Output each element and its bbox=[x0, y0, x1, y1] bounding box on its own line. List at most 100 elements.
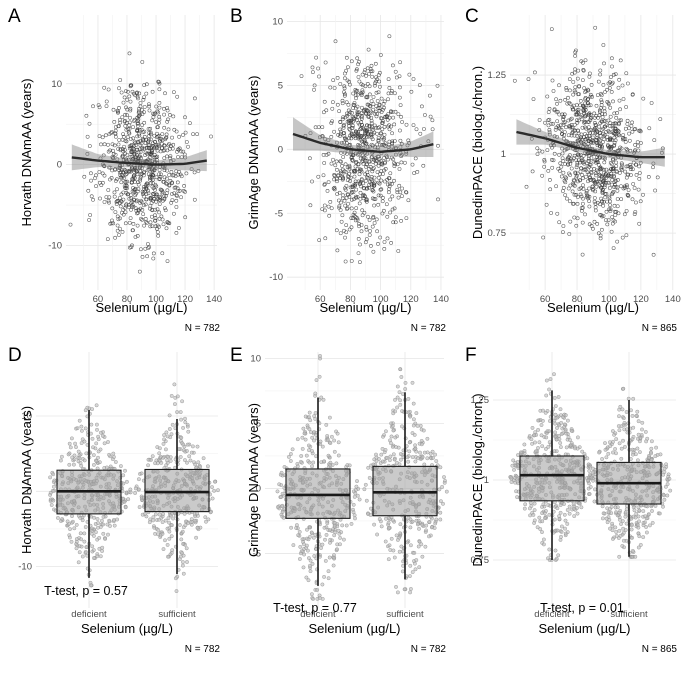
scatter-point bbox=[339, 170, 343, 175]
scatter-point bbox=[165, 119, 170, 124]
scatter-point bbox=[323, 137, 327, 141]
scatter-point bbox=[310, 179, 314, 184]
scatter-point bbox=[128, 155, 133, 159]
swarm-point bbox=[68, 527, 72, 531]
scatter-point bbox=[144, 91, 149, 96]
scatter-point bbox=[112, 120, 117, 124]
scatter-point bbox=[621, 137, 625, 142]
swarm-point bbox=[618, 404, 623, 409]
swarm-point bbox=[299, 454, 304, 458]
scatter-point bbox=[605, 87, 609, 92]
swarm-point bbox=[92, 556, 96, 560]
scatter-point bbox=[374, 104, 379, 109]
scatter-point bbox=[166, 127, 171, 132]
scatter-point bbox=[362, 108, 367, 112]
scatter-point bbox=[137, 154, 141, 159]
scatter-point bbox=[603, 195, 607, 200]
scatter-point bbox=[104, 104, 109, 108]
swarm-point bbox=[379, 452, 384, 457]
swarm-point bbox=[204, 519, 208, 524]
scatter-point bbox=[359, 177, 364, 181]
scatter-point bbox=[136, 180, 140, 185]
scatter-point bbox=[390, 194, 395, 199]
scatter-point bbox=[547, 128, 552, 132]
scatter-point bbox=[139, 141, 144, 146]
swarm-point bbox=[411, 401, 416, 406]
swarm-point bbox=[169, 523, 174, 528]
scatter-point bbox=[436, 143, 440, 148]
scatter-point bbox=[316, 174, 321, 179]
swarm-point bbox=[577, 501, 581, 506]
scatter-point bbox=[641, 192, 645, 197]
swarm-point bbox=[140, 512, 145, 517]
scatter-point bbox=[380, 135, 385, 140]
swarm-point bbox=[390, 444, 395, 449]
swarm-point bbox=[327, 415, 332, 420]
scatter-point bbox=[106, 198, 111, 203]
scatter-point bbox=[322, 182, 327, 187]
swarm-point bbox=[167, 529, 172, 534]
swarm-point bbox=[51, 472, 55, 477]
swarm-point bbox=[554, 556, 559, 561]
swarm-point bbox=[568, 443, 573, 448]
swarm-point bbox=[92, 515, 96, 520]
swarm-point bbox=[638, 543, 643, 547]
scatter-point bbox=[120, 230, 125, 234]
scatter-point bbox=[581, 68, 586, 72]
scatter-point bbox=[121, 153, 125, 158]
scatter-point bbox=[349, 225, 354, 230]
scatter-point bbox=[369, 177, 374, 182]
scatter-point bbox=[338, 127, 343, 132]
scatter-point bbox=[346, 175, 351, 179]
scatter-point bbox=[144, 146, 149, 150]
scatter-point bbox=[124, 157, 128, 162]
scatter-point bbox=[571, 80, 576, 84]
scatter-point bbox=[524, 184, 529, 189]
swarm-point bbox=[540, 511, 544, 515]
swarm-point bbox=[51, 498, 56, 503]
scatter-point bbox=[130, 228, 135, 233]
scatter-point bbox=[149, 181, 153, 186]
scatter-point bbox=[557, 152, 561, 157]
scatter-point bbox=[526, 77, 531, 81]
swarm-point bbox=[440, 484, 444, 489]
scatter-point bbox=[102, 173, 107, 178]
scatter-point bbox=[134, 191, 138, 196]
scatter-point bbox=[580, 252, 585, 257]
swarm-point bbox=[183, 420, 188, 425]
t-test-annotation: T-test, p = 0.77 bbox=[273, 601, 357, 615]
scatter-point bbox=[595, 222, 600, 226]
scatter-point bbox=[152, 152, 157, 157]
scatter-point bbox=[107, 165, 111, 170]
scatter-point bbox=[383, 179, 387, 184]
scatter-point bbox=[132, 139, 137, 144]
swarm-point bbox=[160, 520, 165, 524]
scatter-point bbox=[407, 141, 411, 145]
swarm-point bbox=[146, 457, 151, 462]
scatter-point bbox=[154, 175, 159, 180]
scatter-point bbox=[562, 112, 567, 117]
scatter-point bbox=[128, 99, 133, 104]
scatter-point bbox=[624, 175, 629, 180]
scatter-point bbox=[343, 136, 347, 141]
swarm-point bbox=[398, 402, 403, 407]
scatter-point bbox=[373, 61, 378, 66]
scatter-point bbox=[151, 251, 156, 256]
swarm-point bbox=[629, 527, 634, 532]
scatter-point bbox=[338, 208, 343, 212]
scatter-point bbox=[322, 161, 327, 165]
scatter-point bbox=[364, 107, 369, 112]
swarm-point bbox=[304, 453, 309, 458]
scatter-point bbox=[367, 233, 372, 237]
swarm-point bbox=[390, 424, 395, 428]
scatter-point bbox=[365, 175, 369, 180]
swarm-point bbox=[297, 530, 302, 534]
swarm-point bbox=[161, 455, 166, 460]
scatter-point bbox=[128, 115, 132, 120]
scatter-point bbox=[134, 169, 139, 174]
scatter-point bbox=[155, 154, 160, 159]
scatter-point bbox=[332, 187, 337, 192]
scatter-point bbox=[617, 98, 622, 103]
fit-line bbox=[71, 156, 207, 166]
scatter-point bbox=[581, 183, 585, 188]
